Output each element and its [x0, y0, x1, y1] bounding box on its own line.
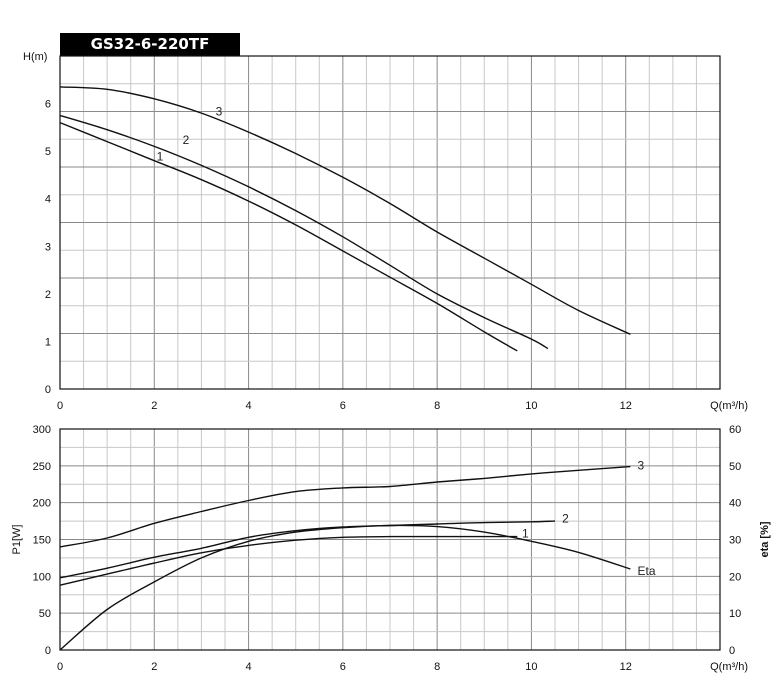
y-tick-label: 4	[45, 194, 51, 206]
series-label-eta: Eta	[638, 564, 656, 578]
grid	[59, 55, 721, 390]
y-tick-label: 50	[39, 608, 51, 620]
series-label-2: 2	[183, 133, 190, 147]
plot-frame	[59, 55, 721, 390]
y-tick-label: 150	[33, 535, 51, 547]
series-label-3: 3	[216, 104, 223, 118]
x-tick-label: 0	[57, 400, 63, 412]
x-tick-label: 12	[620, 661, 632, 673]
series-label-1: 1	[522, 526, 529, 540]
series-line-eta	[59, 524, 631, 651]
x-tick-label: 10	[525, 400, 537, 412]
y-tick-label: 5	[45, 146, 51, 158]
y-tick-label: 0	[45, 384, 51, 396]
y-tick-label: 0	[45, 645, 51, 657]
x-tick-label: 10	[525, 661, 537, 673]
x-tick-label: 8	[434, 661, 440, 673]
y-right-tick-label: 50	[729, 461, 741, 473]
chart-title: GS32-6-220TF	[60, 33, 240, 56]
x-tick-label: 2	[151, 400, 157, 412]
x-tick-label: 8	[434, 400, 440, 412]
x-tick-label: 2	[151, 661, 157, 673]
y-right-tick-label: 30	[729, 535, 741, 547]
y-axis-label: P1[W]	[11, 525, 23, 555]
x-tick-label: 0	[57, 661, 63, 673]
y-right-tick-label: 40	[729, 498, 741, 510]
y-right-tick-label: 10	[729, 608, 741, 620]
y-right-tick-label: 0	[729, 645, 735, 657]
y-right-tick-label: 60	[729, 424, 741, 436]
series-line-2	[59, 114, 549, 350]
series-label-2: 2	[562, 512, 569, 526]
series-line-3	[59, 465, 631, 548]
y-right-tick-label: 20	[729, 571, 741, 583]
y-right-axis-label: eta [%]	[759, 521, 771, 557]
series-label-1: 1	[157, 150, 164, 164]
x-axis-label: Q(m³/h)	[710, 661, 748, 673]
x-tick-label: 6	[340, 661, 346, 673]
y-tick-label: 200	[33, 498, 51, 510]
series-line-1	[59, 535, 518, 586]
grid	[59, 428, 721, 651]
y-tick-label: 1	[45, 336, 51, 348]
x-axis-label: Q(m³/h)	[710, 400, 748, 412]
y-tick-label: 300	[33, 424, 51, 436]
series-line-3	[59, 86, 631, 335]
x-tick-label: 6	[340, 400, 346, 412]
series-label-3: 3	[638, 459, 645, 473]
x-tick-label: 4	[246, 400, 252, 412]
y-tick-label: 250	[33, 461, 51, 473]
y-tick-label: 2	[45, 289, 51, 301]
y-axis-label: H(m)	[23, 51, 47, 63]
series-line-2	[59, 520, 556, 579]
plot-frame	[59, 428, 721, 651]
series-line-1	[59, 121, 518, 352]
y-tick-label: 3	[45, 241, 51, 253]
y-tick-label: 100	[33, 571, 51, 583]
x-tick-label: 12	[620, 400, 632, 412]
power-eta-chart: 0 2 4 6 8 10 120501001502002503000102030405060…	[11, 424, 771, 673]
y-tick-label: 6	[45, 99, 51, 111]
x-tick-label: 4	[246, 661, 252, 673]
